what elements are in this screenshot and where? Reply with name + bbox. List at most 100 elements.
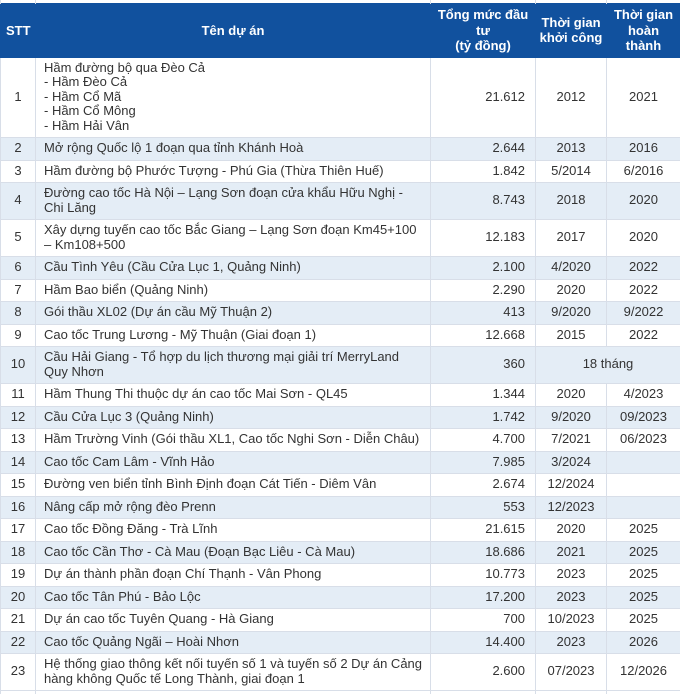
finish-date: 2025 xyxy=(607,609,680,632)
finish-date: 2022 xyxy=(607,257,680,280)
table-row: 9 Cao tốc Trung Lương - Mỹ Thuận (Giai đ… xyxy=(1,324,680,347)
project-name: Hầm Thung Thi thuộc dự án cao tốc Mai Sơ… xyxy=(36,384,431,407)
finish-date: 06/2023 xyxy=(607,429,680,452)
row-number: 15 xyxy=(1,474,36,497)
investment-value: 553 xyxy=(431,496,536,519)
start-date: 2020 xyxy=(536,519,607,542)
finish-date: 12/2026 xyxy=(607,654,680,691)
project-name: Cao tốc Đồng Đăng - Trà Lĩnh xyxy=(36,519,431,542)
table-footer xyxy=(1,691,680,694)
row-number: 5 xyxy=(1,220,36,257)
investment-value: 1.742 xyxy=(431,406,536,429)
project-name: Cao tốc Cần Thơ - Cà Mau (Đoạn Bạc Liêu … xyxy=(36,541,431,564)
project-name: Cầu Hải Giang - Tổ hợp du lịch thương mạ… xyxy=(36,347,431,384)
finish-date: 2025 xyxy=(607,564,680,587)
start-date: 9/2020 xyxy=(536,302,607,325)
start-date: 2018 xyxy=(536,183,607,220)
row-number: 21 xyxy=(1,609,36,632)
start-date: 2017 xyxy=(536,220,607,257)
table-row: 7 Hầm Bao biển (Quảng Ninh) 2.290 2020 2… xyxy=(1,279,680,302)
start-date: 2012 xyxy=(536,57,607,138)
bottom-border-strip xyxy=(1,691,680,694)
project-name: Cao tốc Quảng Ngãi – Hoài Nhơn xyxy=(36,631,431,654)
header-row: STT Tên dự án Tổng mức đầu tư (tỷ đồng) … xyxy=(1,4,680,58)
table-row: 12 Cầu Cửa Lục 3 (Quảng Ninh) 1.742 9/20… xyxy=(1,406,680,429)
finish-date: 2016 xyxy=(607,138,680,161)
start-date: 10/2023 xyxy=(536,609,607,632)
row-number: 19 xyxy=(1,564,36,587)
project-name: Hầm đường bộ Phước Tượng - Phú Gia (Thừa… xyxy=(36,160,431,183)
table-row: 6 Cầu Tình Yêu (Cầu Cửa Lục 1, Quảng Nin… xyxy=(1,257,680,280)
finish-date: 6/2016 xyxy=(607,160,680,183)
start-date: 7/2021 xyxy=(536,429,607,452)
investment-value: 21.615 xyxy=(431,519,536,542)
table-row: 2 Mở rộng Quốc lộ 1 đoạn qua tỉnh Khánh … xyxy=(1,138,680,161)
row-number: 11 xyxy=(1,384,36,407)
row-number: 4 xyxy=(1,183,36,220)
investment-value: 2.600 xyxy=(431,654,536,691)
project-name: Mở rộng Quốc lộ 1 đoạn qua tỉnh Khánh Ho… xyxy=(36,138,431,161)
row-number: 22 xyxy=(1,631,36,654)
table-row: 4 Đường cao tốc Hà Nội – Lạng Sơn đoạn c… xyxy=(1,183,680,220)
finish-date: 2022 xyxy=(607,324,680,347)
start-date: 2020 xyxy=(536,384,607,407)
finish-date: 2025 xyxy=(607,541,680,564)
start-date: 3/2024 xyxy=(536,451,607,474)
investment-value: 21.612 xyxy=(431,57,536,138)
finish-date xyxy=(607,451,680,474)
project-name: Xây dựng tuyến cao tốc Bắc Giang – Lạng … xyxy=(36,220,431,257)
table-row: 5 Xây dựng tuyến cao tốc Bắc Giang – Lạn… xyxy=(1,220,680,257)
column-header-investment: Tổng mức đầu tư (tỷ đồng) xyxy=(431,4,536,58)
investment-value: 12.183 xyxy=(431,220,536,257)
project-name: Cao tốc Cam Lâm - Vĩnh Hảo xyxy=(36,451,431,474)
project-name: Cầu Cửa Lục 3 (Quảng Ninh) xyxy=(36,406,431,429)
investment-value: 7.985 xyxy=(431,451,536,474)
table-header: STT Tên dự án Tổng mức đầu tư (tỷ đồng) … xyxy=(1,0,680,57)
project-name: Cầu Tình Yêu (Cầu Cửa Lục 1, Quảng Ninh) xyxy=(36,257,431,280)
project-name: Gói thầu XL02 (Dự án cầu Mỹ Thuận 2) xyxy=(36,302,431,325)
start-date: 2021 xyxy=(536,541,607,564)
row-number: 6 xyxy=(1,257,36,280)
start-date: 2013 xyxy=(536,138,607,161)
investment-value: 360 xyxy=(431,347,536,384)
finish-date: 09/2023 xyxy=(607,406,680,429)
row-number: 1 xyxy=(1,57,36,138)
finish-date: 2022 xyxy=(607,279,680,302)
table-row: 20 Cao tốc Tân Phú - Bảo Lộc 17.200 2023… xyxy=(1,586,680,609)
project-name: Hầm Trường Vinh (Gói thầu XL1, Cao tốc N… xyxy=(36,429,431,452)
finish-date: 2020 xyxy=(607,220,680,257)
table-row: 18 Cao tốc Cần Thơ - Cà Mau (Đoạn Bạc Li… xyxy=(1,541,680,564)
investment-value: 2.674 xyxy=(431,474,536,497)
investment-value: 2.100 xyxy=(431,257,536,280)
row-number: 3 xyxy=(1,160,36,183)
row-number: 2 xyxy=(1,138,36,161)
table-row: 13 Hầm Trường Vinh (Gói thầu XL1, Cao tố… xyxy=(1,429,680,452)
row-number: 13 xyxy=(1,429,36,452)
start-date: 2020 xyxy=(536,279,607,302)
finish-date: 2020 xyxy=(607,183,680,220)
investment-value: 2.290 xyxy=(431,279,536,302)
start-date: 12/2024 xyxy=(536,474,607,497)
row-number: 16 xyxy=(1,496,36,519)
table-row: 17 Cao tốc Đồng Đăng - Trà Lĩnh 21.615 2… xyxy=(1,519,680,542)
project-name: Dự án cao tốc Tuyên Quang - Hà Giang xyxy=(36,609,431,632)
project-name: Hầm Bao biển (Quảng Ninh) xyxy=(36,279,431,302)
row-number: 23 xyxy=(1,654,36,691)
table-row: 11 Hầm Thung Thi thuộc dự án cao tốc Mai… xyxy=(1,384,680,407)
column-header-finish-date: Thời gian hoàn thành xyxy=(607,4,680,58)
project-name: Hầm đường bộ qua Đèo Cả - Hầm Đèo Cả - H… xyxy=(36,57,431,138)
start-date: 07/2023 xyxy=(536,654,607,691)
start-date: 2015 xyxy=(536,324,607,347)
investment-value: 4.700 xyxy=(431,429,536,452)
column-header-start-date: Thời gian khởi công xyxy=(536,4,607,58)
finish-date xyxy=(607,496,680,519)
investment-value: 14.400 xyxy=(431,631,536,654)
start-date: 5/2014 xyxy=(536,160,607,183)
row-number: 7 xyxy=(1,279,36,302)
table-row: 1 Hầm đường bộ qua Đèo Cả - Hầm Đèo Cả -… xyxy=(1,57,680,138)
table-row: 14 Cao tốc Cam Lâm - Vĩnh Hảo 7.985 3/20… xyxy=(1,451,680,474)
finish-date: 2021 xyxy=(607,57,680,138)
table-row: 16 Nâng cấp mở rộng đèo Prenn 553 12/202… xyxy=(1,496,680,519)
